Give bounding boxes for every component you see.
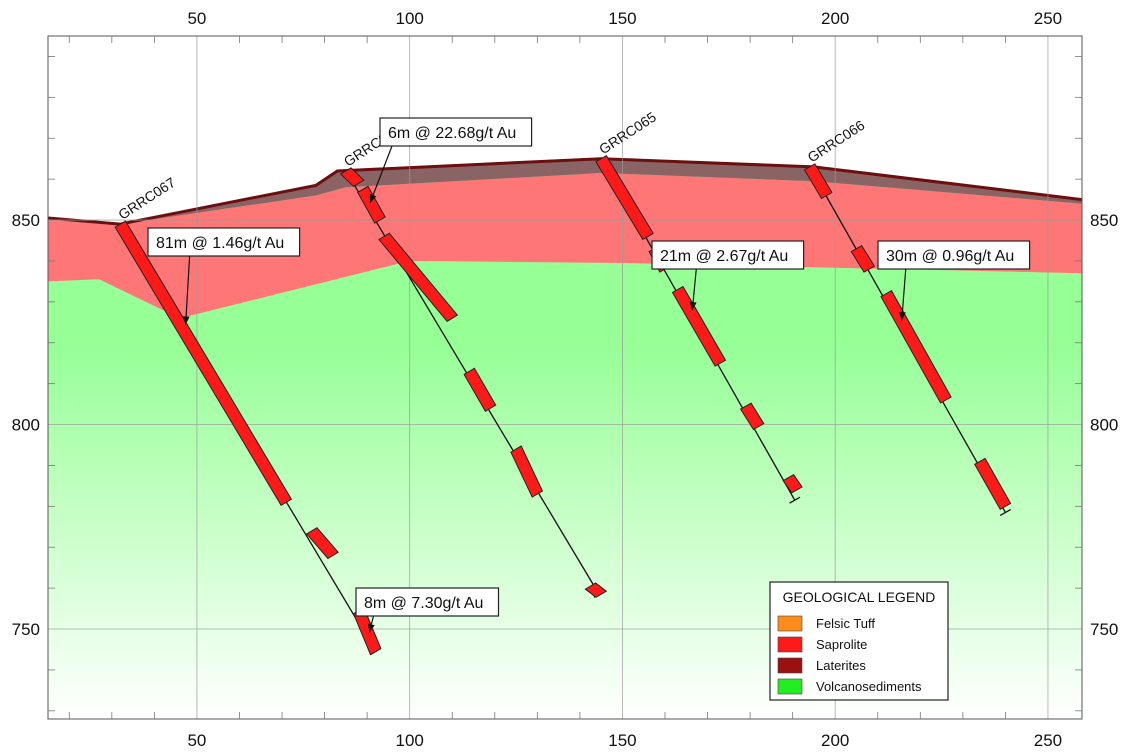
- end-of-hole-tick: [999, 508, 1011, 516]
- callout-label: 6m @ 22.68g/t Au: [388, 125, 516, 142]
- legend-swatch: [777, 678, 803, 695]
- legend-swatch: [777, 657, 803, 674]
- legend-item-label: Saprolite: [816, 637, 867, 652]
- y-tick-label-left: 800: [12, 416, 40, 435]
- assay-intercept: [305, 527, 339, 560]
- x-tick-label-top: 150: [608, 9, 636, 28]
- assay-intercept: [974, 457, 1012, 510]
- assay-intercept: [357, 185, 386, 224]
- y-tick-label-right: 800: [1090, 416, 1118, 435]
- x-tick-label-top: 200: [821, 9, 849, 28]
- assay-intercept: [584, 582, 608, 598]
- callout-box: [651, 240, 805, 270]
- callout-leader: [369, 145, 393, 204]
- callout-label: 30m @ 0.96g/t Au: [886, 248, 1014, 265]
- callout-box: [877, 240, 1031, 270]
- assay-callout: 21m @ 2.67g/t Au: [651, 240, 805, 311]
- geological-legend: GEOLOGICAL LEGEND Felsic Tuff Saprolite Lat…: [769, 581, 949, 701]
- callout-arrowhead: [898, 311, 906, 321]
- assay-callout: 8m @ 7.30g/t Au: [355, 587, 500, 633]
- x-tick-label-top: 100: [395, 9, 423, 28]
- callout-box: [379, 117, 533, 147]
- x-tick-label-bottom: 100: [395, 731, 423, 750]
- x-tick-label-top: 50: [187, 9, 206, 28]
- callout-box: [355, 587, 500, 617]
- assay-intercept: [463, 367, 497, 412]
- assay-intercept: [595, 155, 654, 241]
- laterite-unit: [48, 158, 1082, 225]
- callout-box: [147, 227, 301, 257]
- callout-label: 81m @ 1.46g/t Au: [156, 235, 284, 252]
- assay-callout: 81m @ 1.46g/t Au: [147, 227, 301, 325]
- assay-intercept: [880, 290, 952, 404]
- callout-leader: [185, 255, 191, 325]
- frame-minor-ticks: [48, 36, 1082, 719]
- sky-area: [48, 36, 1082, 225]
- legend-item-label: Laterites: [816, 658, 866, 673]
- assay-intercept: [803, 163, 833, 200]
- y-tick-label-right: 750: [1090, 620, 1118, 639]
- callout-arrowhead: [689, 301, 697, 311]
- assay-intercept: [378, 232, 459, 322]
- callout-label: 8m @ 7.30g/t Au: [364, 595, 483, 612]
- assay-callouts: 6m @ 22.68g/t Au 81m @ 1.46g/t Au 21m @ 2.…: [147, 117, 1031, 633]
- x-tick-label-bottom: 200: [821, 731, 849, 750]
- callout-label: 21m @ 2.67g/t Au: [660, 248, 788, 265]
- assay-intercept: [782, 474, 803, 494]
- callout-leader: [901, 268, 907, 321]
- assay-intercept: [339, 167, 365, 187]
- assay-callout: 6m @ 22.68g/t Au: [369, 117, 533, 204]
- x-tick-label-bottom: 150: [608, 731, 636, 750]
- x-tick-label-bottom: 250: [1034, 731, 1062, 750]
- callout-arrowhead: [369, 193, 377, 203]
- x-tick-label-top: 250: [1034, 9, 1062, 28]
- assay-callout: 30m @ 0.96g/t Au: [877, 240, 1031, 321]
- y-tick-label-left: 750: [12, 620, 40, 639]
- callout-arrowhead: [367, 623, 375, 633]
- axis-tick-labels: 50 50 100 100 150 150 200 200 250 250 750 750 800 800…: [12, 9, 1119, 750]
- legend-item-label: Volcanosediments: [816, 679, 922, 694]
- callout-arrowhead: [182, 316, 190, 325]
- assay-intercept: [114, 220, 293, 506]
- legend-swatch: [777, 615, 803, 632]
- legend-title: GEOLOGICAL LEGEND: [783, 589, 936, 605]
- y-tick-label-right: 850: [1090, 211, 1118, 230]
- plot-frame: [47, 35, 1083, 720]
- y-tick-label-left: 850: [12, 211, 40, 230]
- end-of-hole-tick: [789, 496, 801, 504]
- x-tick-label-bottom: 50: [187, 731, 206, 750]
- assay-intercept: [850, 245, 876, 273]
- legend-item-label: Felsic Tuff: [816, 616, 875, 631]
- assay-intercept: [739, 402, 765, 431]
- saprolite-unit: [48, 173, 1082, 319]
- legend-swatch: [777, 636, 803, 653]
- assay-intercept: [510, 445, 544, 498]
- assay-intercept: [671, 285, 727, 367]
